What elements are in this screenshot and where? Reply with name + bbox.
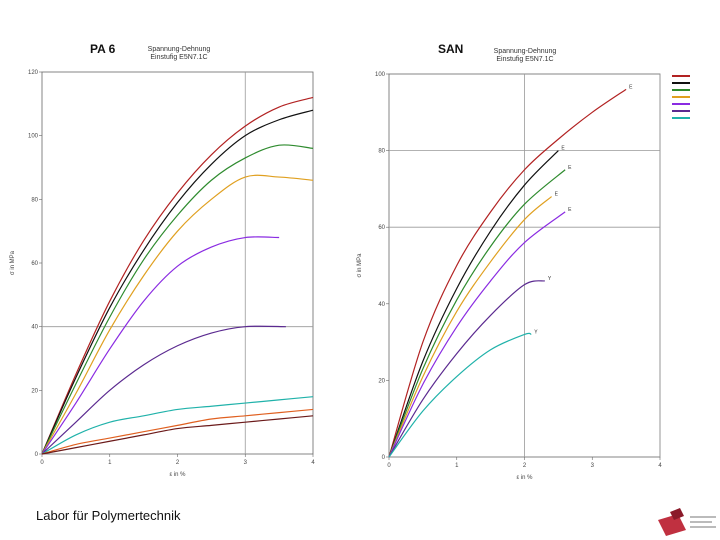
- pa6-subtitle-line-2: Einstufig E5N7.1C: [150, 54, 208, 61]
- san-x-tick-label: 4: [658, 463, 662, 469]
- legend-entry-5: [672, 100, 718, 107]
- san-y-tick-label: 0: [382, 455, 386, 461]
- pa6-subtitle-line-1: Spannung-Dehnung: [147, 46, 211, 53]
- pa6-x-tick-label: 0: [40, 460, 44, 466]
- pa6-y-tick-label: 20: [31, 388, 38, 394]
- pa6-series-line-9: [41, 415, 314, 455]
- legend-swatch: [672, 109, 690, 112]
- san-series-end-label-5: E: [568, 207, 572, 213]
- san-y-tick-label: 40: [378, 302, 385, 308]
- pa6-series-line-7: [41, 396, 314, 455]
- san-y-tick-label: 60: [378, 225, 385, 231]
- san-x-tick-label: 0: [387, 463, 391, 469]
- legend-entry-6: [672, 107, 718, 114]
- pa6-chart-title: PA 6: [90, 42, 116, 56]
- pa6-series-line-3: [41, 144, 314, 455]
- san-series-line-4: [388, 196, 552, 458]
- pa6-x-tick-label: 4: [311, 460, 315, 466]
- institution-logo-icon: [658, 508, 716, 536]
- san-subtitle-line-2: Einstufig E5N7.1C: [496, 56, 554, 63]
- pa6-y-tick-label: 100: [28, 134, 39, 140]
- legend-entry-4: [672, 93, 718, 100]
- pa6-y-tick-label: 60: [31, 261, 38, 267]
- san-y-tick-label: 80: [378, 149, 385, 155]
- san-series-end-label-6: Y: [548, 276, 552, 282]
- legend-entry-2: [672, 79, 718, 86]
- legend-entry-3: [672, 86, 718, 93]
- san-series-end-label-1: E: [629, 84, 633, 90]
- pa6-y-axis-label: σ in MPa: [10, 250, 16, 275]
- san-series-line-1: [388, 88, 627, 458]
- pa6-series-line-6: [41, 325, 286, 455]
- footer-text: Labor für Polymertechnik: [36, 508, 181, 523]
- pa6-x-tick-label: 3: [244, 460, 248, 466]
- san-y-tick-label: 20: [378, 378, 385, 384]
- san-chart-title: SAN: [438, 42, 464, 56]
- legend-swatch: [672, 116, 690, 119]
- san-series-line-7: [388, 332, 532, 458]
- san-y-axis-label: σ in MPa: [357, 253, 363, 278]
- san-series-line-6: [388, 280, 545, 458]
- san-series-end-label-7: Y: [534, 329, 538, 335]
- pa6-y-tick-label: 80: [31, 197, 38, 203]
- legend-swatch: [672, 102, 690, 105]
- san-legend: [672, 72, 718, 121]
- pa6-x-tick-label: 2: [176, 460, 180, 466]
- pa6-plot-frame: [41, 71, 314, 455]
- pa6-series-line-2: [41, 109, 314, 455]
- san-subtitle-line-1: Spannung-Dehnung: [493, 48, 557, 55]
- legend-swatch: [672, 81, 690, 84]
- legend-swatch: [672, 74, 690, 77]
- san-series-line-2: [388, 150, 559, 458]
- san-series-line-5: [388, 211, 566, 458]
- legend-entry-7: [672, 114, 718, 121]
- pa6-y-tick-label: 120: [28, 70, 39, 76]
- san-x-tick-label: 2: [523, 463, 527, 469]
- legend-entry-1: [672, 72, 718, 79]
- pa6-series-line-5: [41, 236, 280, 455]
- pa6-chart-subtitle: Spannung-Dehnung Einstufig E5N7.1C: [142, 46, 216, 62]
- san-x-tick-label: 3: [591, 463, 595, 469]
- legend-swatch: [672, 88, 690, 91]
- san-series-end-label-4: E: [555, 192, 559, 198]
- pa6-y-tick-label: 40: [31, 325, 38, 331]
- san-series-line-3: [388, 169, 566, 458]
- pa6-series-line-4: [41, 174, 314, 455]
- pa6-y-tick-label: 0: [35, 452, 39, 458]
- pa6-x-tick-label: 1: [108, 460, 112, 466]
- san-y-tick-label: 100: [375, 72, 386, 78]
- san-series-end-label-3: E: [568, 165, 572, 171]
- san-x-tick-label: 1: [455, 463, 459, 469]
- san-series-end-label-2: E: [561, 146, 565, 152]
- pa6-series-line-8: [41, 408, 314, 455]
- pa6-series-line-1: [41, 96, 314, 455]
- san-x-axis-label: ε in %: [516, 475, 533, 481]
- pa6-x-axis-label: ε in %: [169, 472, 186, 478]
- legend-swatch: [672, 95, 690, 98]
- san-chart-subtitle: Spannung-Dehnung Einstufig E5N7.1C: [488, 48, 562, 64]
